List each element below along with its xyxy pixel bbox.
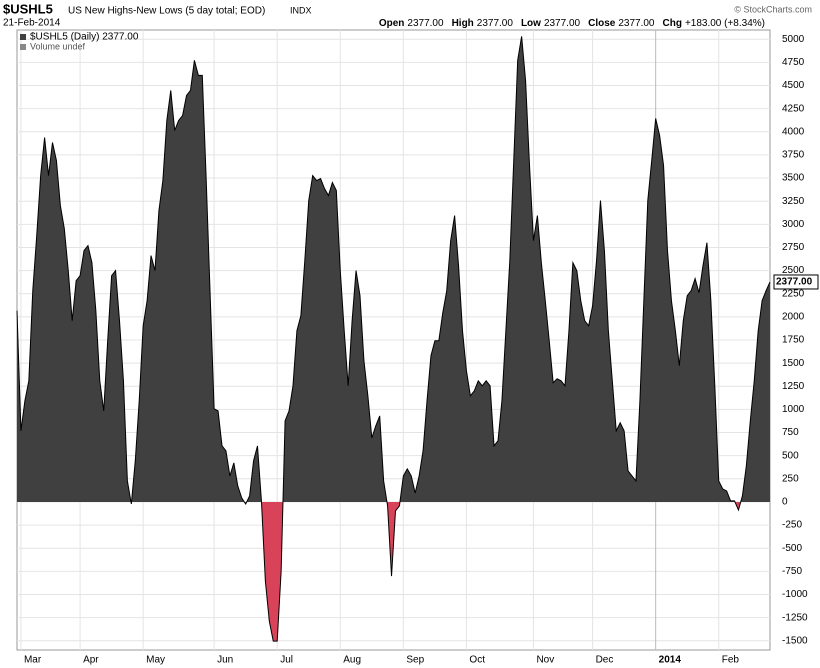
y-tick-label: 2000: [782, 312, 805, 323]
x-tick-label: Dec: [596, 655, 614, 666]
x-tick-label: Mar: [24, 655, 42, 666]
symbol: $USHL5: [3, 1, 53, 16]
positive-area: [17, 36, 770, 502]
chart-title: US New Highs-New Lows (5 day total; EOD): [68, 6, 265, 17]
y-tick-label: -1250: [782, 612, 808, 623]
legend-swatch: [20, 34, 26, 40]
quote-label: Close: [588, 18, 616, 29]
last-value-box: [773, 274, 819, 290]
credit: © StockCharts.com: [734, 4, 812, 14]
y-tick-label: 0: [782, 497, 788, 508]
x-tick-label: Feb: [722, 655, 740, 666]
quote-value: 2377.00: [407, 18, 444, 29]
quote-value: 2377.00: [477, 18, 514, 29]
y-tick-label: 1500: [782, 358, 805, 369]
quote: Open 2377.00 High 2377.00 Low 2377.00 Close 237…: [379, 18, 765, 29]
quote-label: High: [452, 18, 474, 29]
legend-entry: $USHL5 (Daily) 2377.00: [30, 32, 139, 43]
quote-label: Chg: [662, 18, 681, 29]
x-tick-label: Apr: [83, 655, 99, 666]
last-value-label: 2377.00: [776, 277, 813, 288]
y-tick-label: -250: [782, 520, 802, 531]
series-line: [16, 36, 771, 642]
legend-swatch: [20, 44, 26, 50]
y-tick-label: -500: [782, 543, 802, 554]
x-tick-label: Nov: [536, 655, 554, 666]
x-tick-label: Sep: [406, 655, 424, 666]
quote-value: 2377.00: [544, 18, 581, 29]
x-tick-label: May: [146, 655, 165, 666]
y-tick-label: 1750: [782, 335, 805, 346]
y-tick-label: 4250: [782, 103, 805, 114]
y-tick-label: 3250: [782, 196, 805, 207]
y-tick-label: -1000: [782, 589, 808, 600]
exchange: INDX: [290, 5, 312, 15]
y-tick-label: 3500: [782, 173, 805, 184]
quote-label: Open: [379, 18, 405, 29]
x-tick-label: Jun: [217, 655, 233, 666]
y-tick-label: 500: [782, 450, 799, 461]
y-tick-label: 2750: [782, 242, 805, 253]
y-tick-label: 2250: [782, 288, 805, 299]
y-tick-label: -750: [782, 566, 802, 577]
y-tick-label: 5000: [782, 34, 805, 45]
y-tick-label: 4750: [782, 57, 805, 68]
y-tick-label: 750: [782, 427, 799, 438]
y-tick-label: 2500: [782, 265, 805, 276]
x-tick-label: 2014: [659, 655, 682, 666]
x-tick-label: Jul: [280, 655, 293, 666]
legend-entry: Volume undef: [30, 41, 86, 51]
y-tick-label: 1000: [782, 404, 805, 415]
y-tick-label: 1250: [782, 381, 805, 392]
x-tick-label: Oct: [469, 655, 485, 666]
quote-label: Low: [521, 18, 541, 29]
quote-value: 2377.00: [618, 18, 655, 29]
y-tick-label: 4500: [782, 80, 805, 91]
quote-value: +183.00 (+8.34%): [685, 18, 765, 29]
x-tick-label: Aug: [343, 655, 361, 666]
y-tick-label: -1500: [782, 635, 808, 646]
date: 21-Feb-2014: [3, 18, 61, 29]
y-tick-label: 3750: [782, 150, 805, 161]
y-tick-label: 250: [782, 473, 799, 484]
y-tick-label: 3000: [782, 219, 805, 230]
y-tick-label: 4000: [782, 126, 805, 137]
